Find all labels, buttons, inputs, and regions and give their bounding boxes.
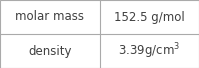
Text: 152.5 g/mol: 152.5 g/mol <box>114 10 185 24</box>
Text: $\mathregular{3.39 g/cm^{3}}$: $\mathregular{3.39 g/cm^{3}}$ <box>118 41 180 61</box>
Text: molar mass: molar mass <box>15 10 84 24</box>
Text: density: density <box>28 44 71 58</box>
